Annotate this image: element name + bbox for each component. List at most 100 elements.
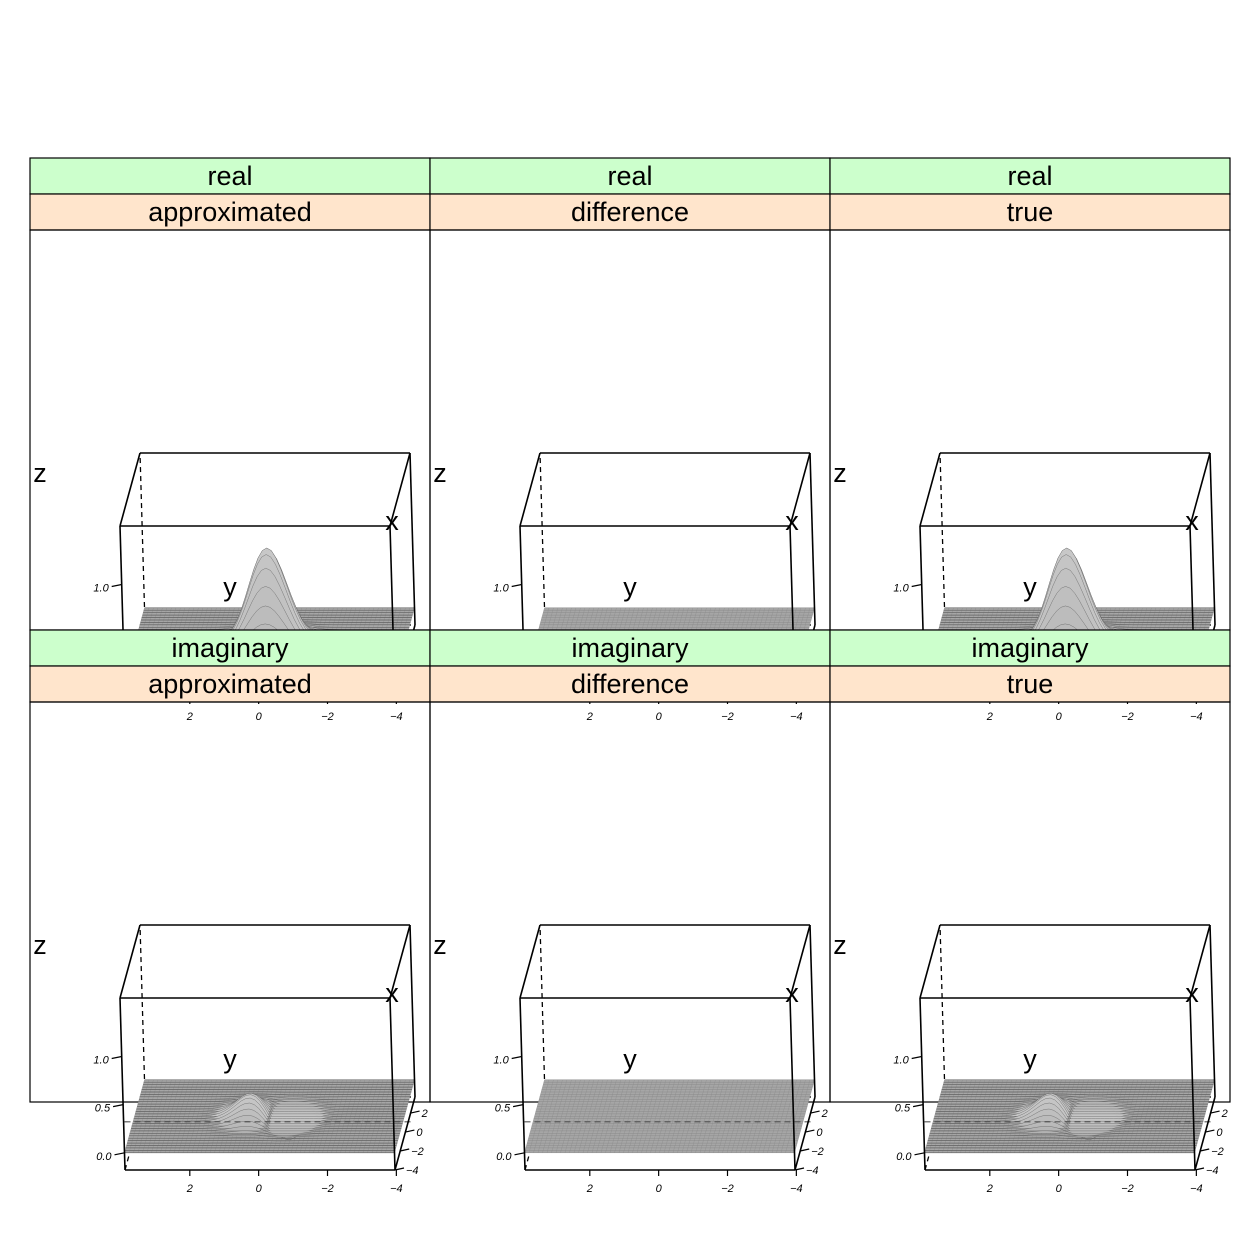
box-edge — [119, 997, 126, 1171]
z-tick — [114, 1152, 125, 1156]
wire-line — [690, 1079, 712, 1153]
bump-slice — [138, 1097, 409, 1107]
y-tick-label: 2 — [186, 1183, 193, 1195]
box-edge — [519, 997, 526, 1171]
box-edge — [409, 924, 416, 1098]
box-edge — [919, 924, 941, 999]
box-edge — [1209, 452, 1216, 626]
wire-line — [551, 1079, 572, 1153]
bump-slice — [129, 1130, 400, 1137]
box-edge — [389, 924, 411, 999]
strip-bottom — [29, 665, 431, 703]
bump-slice — [127, 1140, 398, 1142]
panel: imaginary approximated 0.0 0.5 1.0 2 0 −2 −4 2 0 −2… — [29, 629, 431, 1195]
y-tick-label: 2 — [586, 711, 593, 723]
z-tick — [111, 583, 122, 588]
wire-line — [632, 1079, 653, 1153]
wire-line — [636, 1079, 658, 1153]
wire-line — [717, 1079, 739, 1153]
y-tick-label: 2 — [586, 1183, 593, 1195]
box-edge — [789, 924, 811, 999]
x-tick-label: −2 — [1211, 1146, 1224, 1158]
y-axis-label: y — [623, 572, 637, 602]
wire-line — [546, 1079, 568, 1153]
bump-slice — [927, 1140, 1198, 1142]
wire-line — [659, 1079, 680, 1153]
box-edge — [1189, 997, 1196, 1171]
z-tick — [914, 1152, 925, 1156]
z-tick-label: 0.5 — [95, 1103, 111, 1115]
strip-top — [429, 157, 831, 195]
y-tick-label: −4 — [1190, 711, 1203, 723]
box-edge — [789, 997, 796, 1171]
z-axis-label: z — [433, 458, 447, 488]
y-tick-label: −2 — [721, 711, 734, 723]
wire-line — [771, 1079, 793, 1153]
x-tick-label: 0 — [1216, 1127, 1223, 1139]
strip-bottom — [29, 193, 431, 231]
x-tick — [1205, 1129, 1215, 1133]
y-tick-label: −4 — [790, 1183, 803, 1195]
box-edge — [119, 924, 141, 999]
x-tick-label: −4 — [806, 1165, 819, 1177]
wire-line — [735, 1079, 757, 1153]
bump-slice — [941, 1091, 1212, 1093]
panel-border — [829, 701, 1231, 1103]
strip-bottom — [429, 193, 831, 231]
surface-bump — [124, 1079, 415, 1153]
box-edge-hidden — [139, 924, 146, 1098]
wire-line — [605, 1079, 626, 1153]
z-axis-label: z — [833, 458, 847, 488]
box-edge — [409, 452, 416, 626]
y-axis-label: y — [623, 1044, 637, 1074]
strip-top-label: imaginary — [971, 633, 1089, 663]
z-tick — [911, 583, 922, 588]
box-edge-hidden — [139, 452, 146, 626]
x-tick — [800, 1148, 810, 1152]
bump-slice — [928, 1137, 1199, 1139]
x-tick — [1200, 1148, 1210, 1152]
panel-border — [429, 701, 831, 1103]
y-axis-label: y — [1023, 1044, 1037, 1074]
strip-top — [29, 629, 431, 667]
y-tick-label: 0 — [1056, 1183, 1063, 1195]
z-tick-label: 1.0 — [893, 1054, 909, 1066]
x-tick-label: −4 — [406, 1165, 419, 1177]
wire-line — [591, 1079, 613, 1153]
bump-slice — [129, 1134, 400, 1138]
surface-bump — [924, 1079, 1215, 1153]
strip-bottom — [829, 665, 1231, 703]
y-tick-label: 2 — [186, 711, 193, 723]
z-tick — [514, 1152, 525, 1156]
bump-slice — [130, 1126, 401, 1136]
bump-slice — [931, 1121, 1202, 1136]
z-tick-label: 1.0 — [493, 582, 509, 594]
bump-slice — [940, 1093, 1211, 1096]
z-tick — [512, 1104, 524, 1108]
wire-line — [668, 1079, 689, 1153]
wire-line — [762, 1079, 784, 1153]
strip-top-label: real — [1007, 161, 1052, 191]
y-tick-label: 2 — [986, 711, 993, 723]
wire-line — [542, 1079, 563, 1153]
wire-line — [731, 1079, 752, 1153]
wire-line — [650, 1079, 671, 1153]
x-tick-label: 0 — [416, 1127, 423, 1139]
box-edge — [389, 452, 411, 527]
wire-line — [578, 1079, 599, 1153]
wire-line — [780, 1079, 802, 1153]
z-tick — [511, 1055, 522, 1060]
panel-border — [29, 229, 431, 631]
wire-line — [663, 1079, 685, 1153]
x-tick-label: 2 — [1221, 1108, 1228, 1120]
z-axis-label: z — [433, 930, 447, 960]
bump-slice — [929, 1134, 1200, 1138]
wire-line — [785, 1079, 806, 1153]
bump-slice — [141, 1091, 412, 1093]
x-tick-label: 2 — [821, 1108, 828, 1120]
x-axis-label: x — [785, 978, 799, 1008]
wire-line — [564, 1079, 586, 1153]
y-tick-label: −2 — [1121, 711, 1134, 723]
y-tick-label: −4 — [1190, 1183, 1203, 1195]
